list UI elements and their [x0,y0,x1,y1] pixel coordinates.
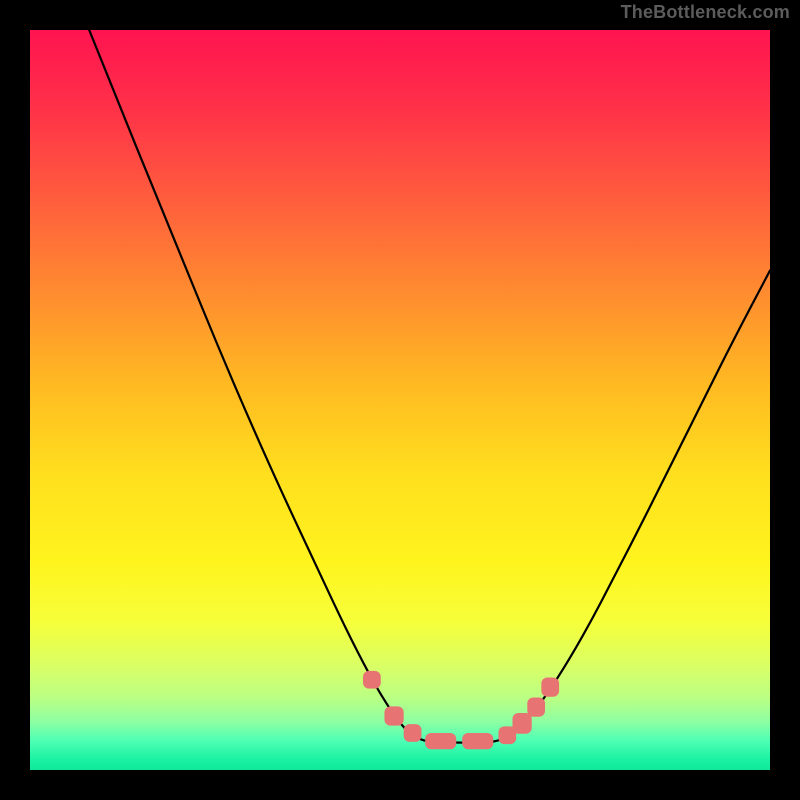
curve-marker [363,671,381,689]
curve-marker [527,697,545,716]
curve-marker [512,713,531,734]
outer-frame: TheBottleneck.com [0,0,800,800]
plot-area [30,30,770,770]
curve-marker [541,678,559,697]
plot-background [30,30,770,770]
chart-svg [30,30,770,770]
curve-marker [384,706,403,725]
source-watermark: TheBottleneck.com [621,2,790,23]
curve-marker [404,724,422,742]
curve-marker [462,733,493,749]
curve-marker [425,733,456,749]
